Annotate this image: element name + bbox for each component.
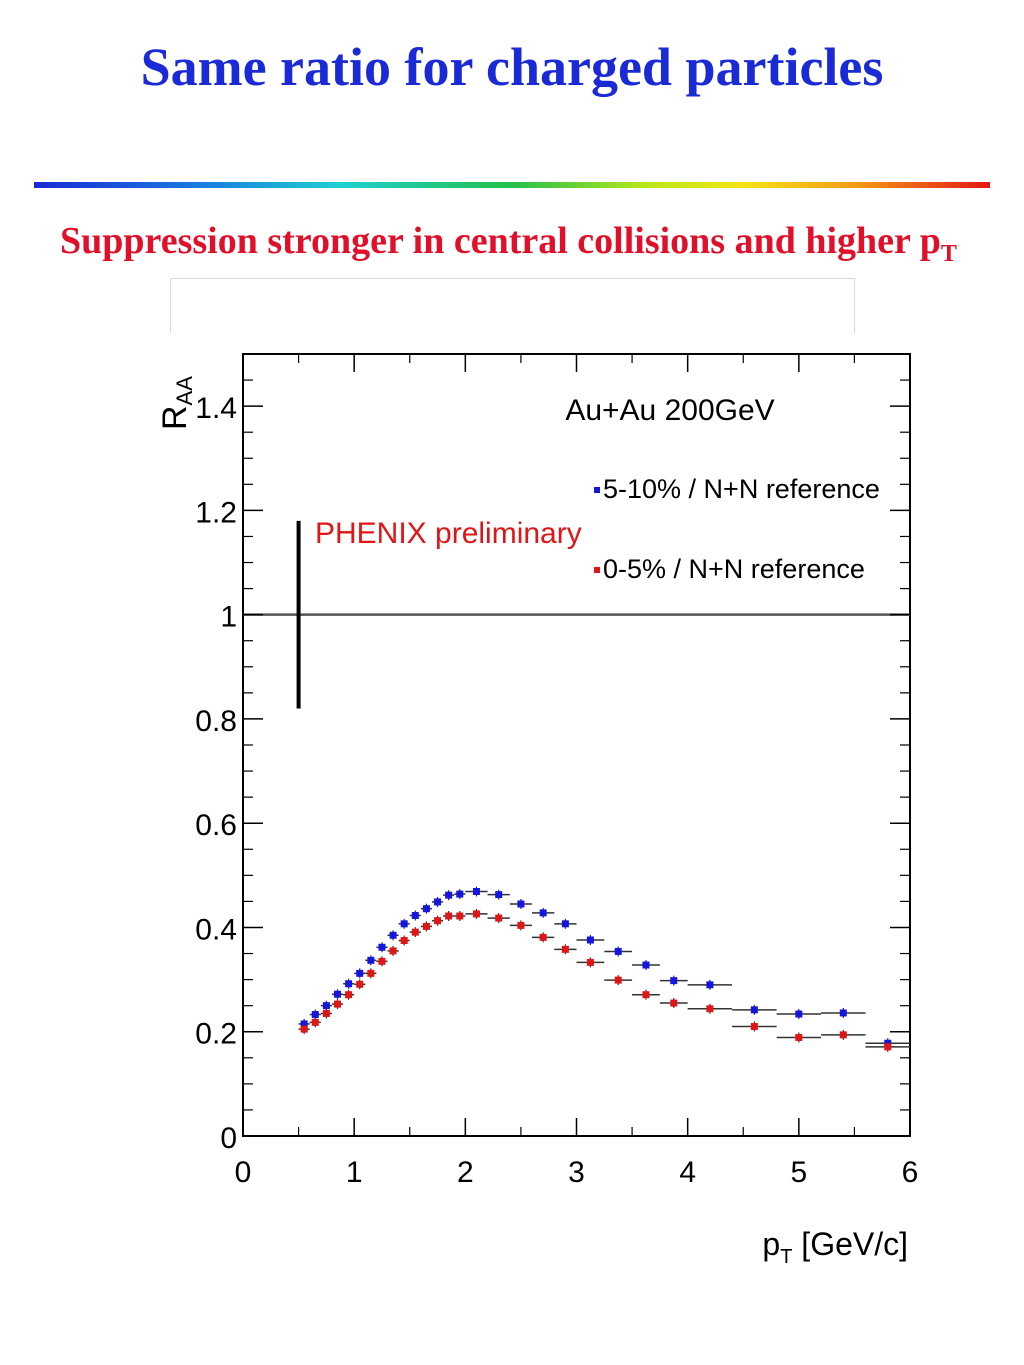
series-0 (298, 886, 910, 1049)
data-point (411, 928, 419, 936)
data-point (322, 1002, 330, 1010)
data-point (400, 937, 408, 944)
x-tick-label: 2 (457, 1156, 474, 1189)
data-point (642, 961, 650, 969)
series-1 (298, 908, 910, 1052)
data-point (434, 898, 442, 906)
data-point (495, 891, 503, 899)
data-point (670, 977, 678, 985)
data-point (422, 905, 430, 913)
data-point (333, 990, 341, 998)
plot-frame (170, 278, 855, 333)
data-point (445, 912, 453, 920)
y-tick-label: 0.4 (195, 913, 237, 946)
subtitle-subscript: T (940, 241, 957, 267)
data-point (472, 887, 480, 895)
legend-label: 0-5% / N+N reference (603, 554, 865, 584)
data-point (795, 1010, 803, 1018)
data-point (345, 991, 353, 999)
x-tick-label: 6 (902, 1156, 919, 1189)
data-point (389, 931, 397, 939)
data-point (495, 914, 503, 922)
y-tick-label: 0 (220, 1122, 237, 1155)
plot-area-frame (242, 353, 911, 1137)
x-tick-label: 3 (568, 1156, 585, 1189)
y-axis-label-sub: AA (172, 376, 197, 406)
data-point (642, 991, 650, 999)
y-tick-label: 1.4 (195, 392, 237, 425)
phenix-preliminary-label: PHENIX preliminary (315, 517, 582, 550)
x-tick-label: 5 (790, 1156, 807, 1189)
data-point (472, 910, 480, 918)
data-point (434, 917, 442, 925)
data-point (345, 980, 353, 988)
x-tick-label: 0 (235, 1156, 252, 1189)
data-point (839, 1009, 847, 1017)
y-tick-label: 1.2 (195, 496, 237, 529)
x-axis-label-rest: [GeV/c] (792, 1226, 908, 1262)
rainbow-divider (34, 182, 990, 188)
data-point (311, 1018, 319, 1026)
legend-marker (594, 487, 600, 493)
y-axis-label: RAA (156, 376, 197, 430)
data-point (311, 1011, 319, 1019)
x-tick-label: 1 (346, 1156, 363, 1189)
data-point (586, 958, 594, 966)
data-point (517, 921, 525, 929)
chart-title: Au+Au 200GeV (565, 394, 774, 427)
data-point (839, 1031, 847, 1039)
data-point (356, 969, 364, 977)
data-point (706, 1005, 714, 1013)
x-tick-label: 4 (679, 1156, 696, 1189)
data-point (614, 947, 622, 955)
data-point (884, 1043, 892, 1051)
data-point (422, 922, 430, 930)
data-point (517, 900, 525, 908)
data-point (750, 1023, 758, 1031)
chart-data-layer (296, 520, 910, 1052)
data-point (614, 976, 622, 984)
data-point (300, 1020, 308, 1028)
data-point (750, 1006, 758, 1014)
legend-label: 5-10% / N+N reference (603, 474, 880, 504)
x-axis-label-main: p (762, 1226, 780, 1262)
data-point (356, 980, 364, 988)
data-point (670, 999, 678, 1007)
data-point (539, 909, 547, 917)
data-point (706, 981, 714, 989)
data-point (561, 945, 569, 953)
legend: 5-10% / N+N reference 0-5% / N+N referenc… (594, 474, 880, 584)
x-axis-label-sub: T (780, 1246, 792, 1268)
data-point (367, 956, 375, 964)
data-point (539, 933, 547, 941)
data-point (586, 936, 594, 944)
y-tick-label: 0.8 (195, 705, 237, 738)
data-point (322, 1009, 330, 1017)
data-point (378, 957, 386, 965)
y-tick-label: 1 (220, 601, 237, 634)
subtitle-text: Suppression stronger in central collisio… (60, 220, 941, 262)
y-tick-label: 0.2 (195, 1018, 237, 1051)
y-tick-label: 0.6 (195, 809, 237, 842)
data-point (333, 1000, 341, 1008)
data-point (411, 911, 419, 919)
slide-title: Same ratio for charged particles (140, 37, 884, 97)
legend-marker (594, 567, 600, 573)
data-point (795, 1033, 803, 1041)
y-axis-label-main: R (156, 405, 194, 430)
data-point (367, 969, 375, 977)
data-point (400, 920, 408, 928)
x-axis-label: pT [GeV/c] (762, 1226, 908, 1268)
data-point (456, 890, 464, 898)
data-point (445, 891, 453, 899)
data-point (456, 912, 464, 920)
data-point (561, 920, 569, 928)
data-point (378, 943, 386, 951)
data-point (300, 1025, 308, 1033)
slide-subtitle: Suppression stronger in central collisio… (60, 214, 980, 268)
chart-frame-layer (242, 353, 911, 1137)
chart-ticks-layer: 0 1 2 3 4 5 6 0 0.2 0.4 0.6 0.8 1 1.2 1.4 (195, 353, 919, 1189)
data-point (389, 947, 397, 955)
